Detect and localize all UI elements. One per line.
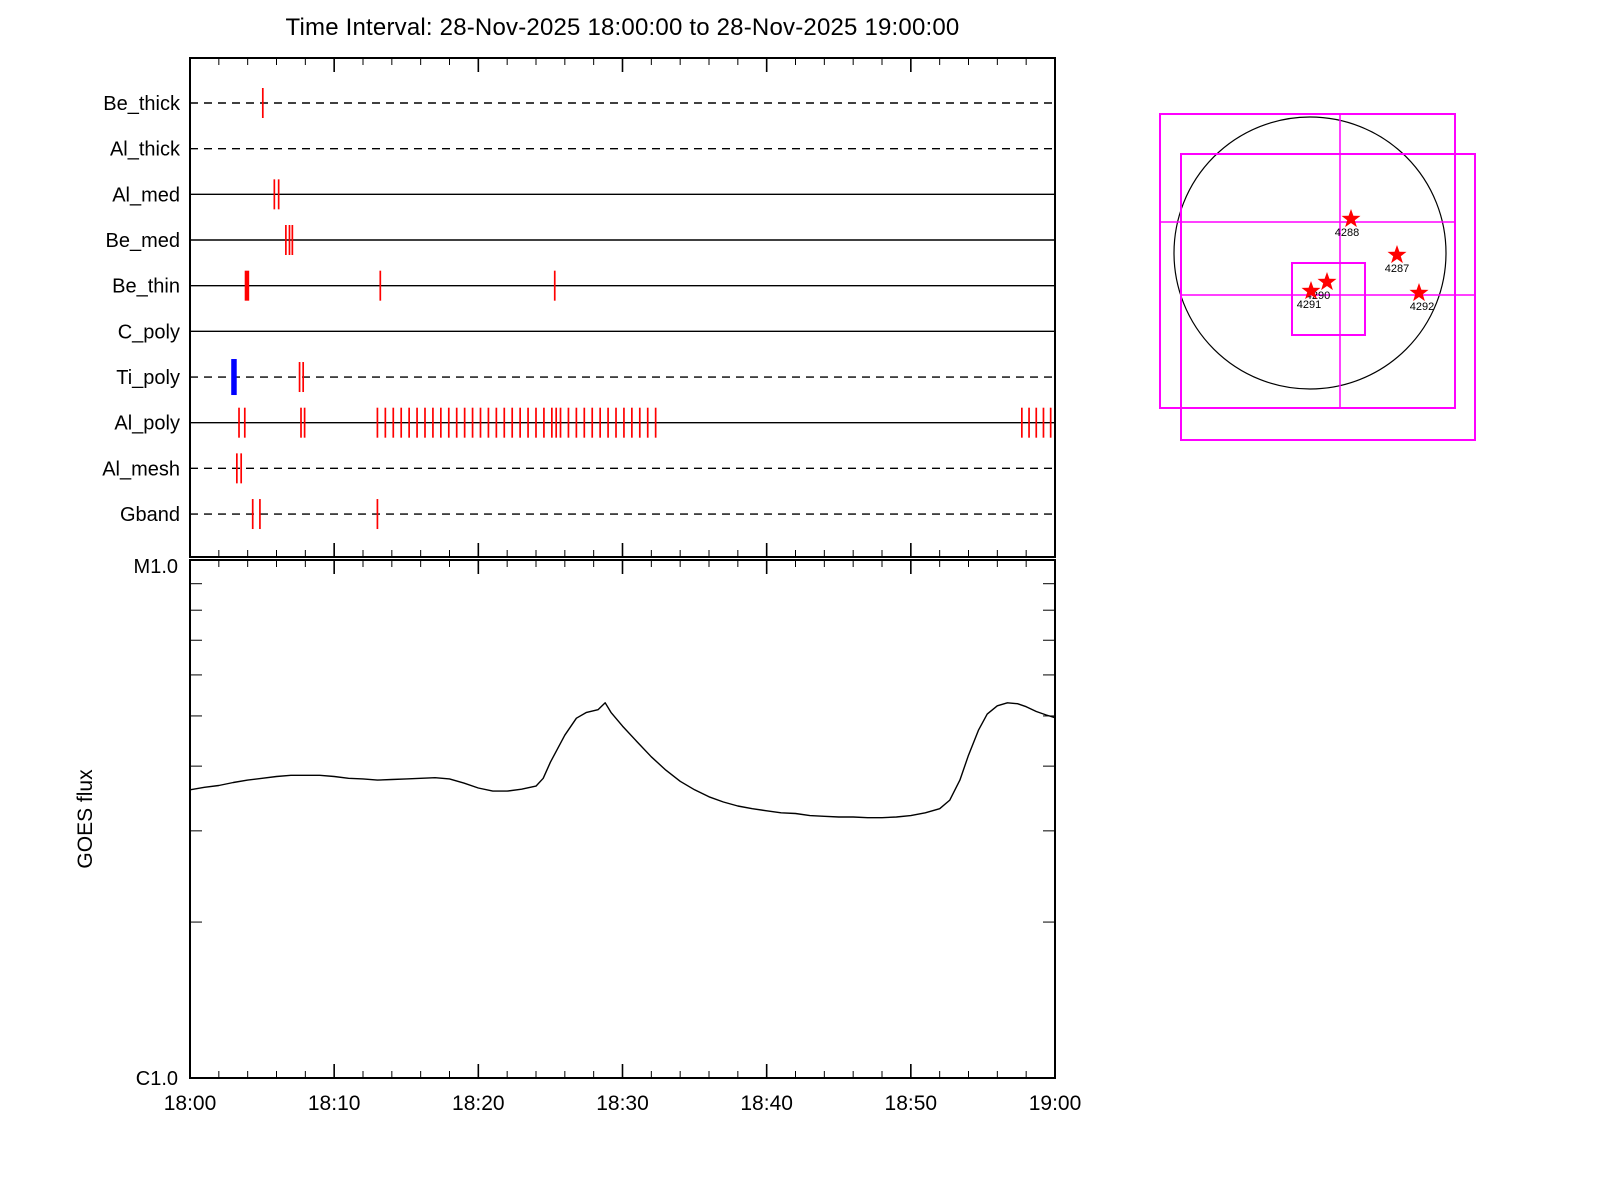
timeline-panel-border [189,57,1056,558]
channel-label: Al_poly [114,413,180,435]
y-axis-top-label: M1.0 [134,556,178,578]
fov-rect [1159,113,1456,409]
fov-rect [1180,153,1476,441]
active-region-star [1341,209,1361,228]
active-region-star [1301,281,1321,300]
channel-label: Be_thick [103,93,181,115]
channel-label: C_poly [118,321,180,343]
x-axis-label: 18:10 [308,1092,361,1115]
goes-flux-curve [189,702,1056,819]
channel-label: Gband [120,504,180,526]
plot-title: Time Interval: 28-Nov-2025 18:00:00 to 2… [285,14,960,41]
channel-label: Be_thin [112,276,180,298]
goes-panel-border [189,559,1056,1079]
solar-disk [1173,116,1447,390]
active-region-star [1387,245,1407,264]
channel-label: Ti_poly [116,367,180,389]
x-axis-label: 18:30 [596,1092,649,1115]
x-axis-label: 19:00 [1029,1092,1082,1115]
channel-label: Al_mesh [102,458,180,480]
active-region-star [1409,283,1429,302]
x-axis-label: 18:20 [452,1092,505,1115]
active-region-label: 4288 [1335,227,1359,239]
active-region-label: 4287 [1385,263,1409,275]
x-axis-label: 18:40 [740,1092,793,1115]
channel-label: Al_thick [110,139,181,161]
x-axis-label: 18:00 [164,1092,217,1115]
active-region-label: 4292 [1410,301,1434,313]
y-axis-bottom-label: C1.0 [136,1068,178,1090]
y-axis-title: GOES flux [74,769,97,869]
active-region-label: 4291 [1297,299,1321,311]
fov-rect [1291,262,1366,336]
active-region-star [1317,272,1337,291]
channel-label: Al_med [112,184,180,206]
channel-label: Be_med [106,230,181,252]
x-axis-label: 18:50 [885,1092,938,1115]
